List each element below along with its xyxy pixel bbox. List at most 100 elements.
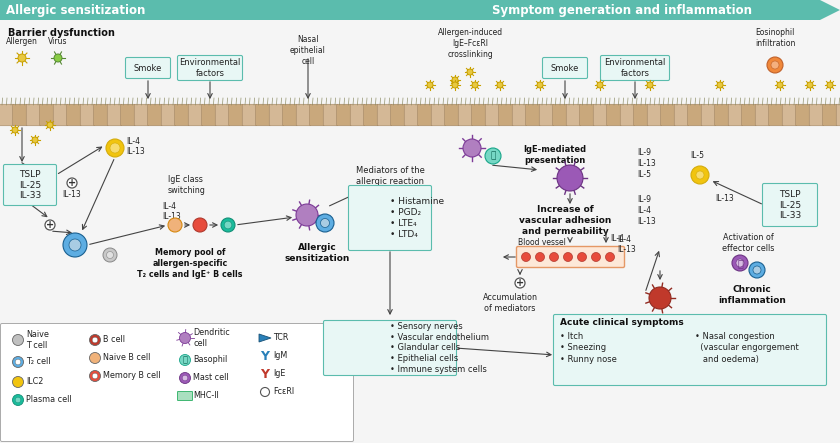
FancyBboxPatch shape <box>391 104 406 126</box>
FancyBboxPatch shape <box>580 104 595 126</box>
Text: • Sensory nerves
• Vascular endothelium
• Glandular cells
• Epithelial cells
• I: • Sensory nerves • Vascular endothelium … <box>390 322 489 374</box>
FancyBboxPatch shape <box>755 104 769 126</box>
Text: T₂ cell: T₂ cell <box>26 358 50 366</box>
FancyBboxPatch shape <box>66 104 81 126</box>
Text: ⓢ: ⓢ <box>491 152 496 160</box>
Circle shape <box>13 395 24 405</box>
FancyBboxPatch shape <box>728 104 743 126</box>
FancyBboxPatch shape <box>606 104 622 126</box>
Text: • Histamine
• PGD₂
• LTE₄
• LTD₄: • Histamine • PGD₂ • LTE₄ • LTD₄ <box>390 198 444 239</box>
Text: Acute clinical symptoms: Acute clinical symptoms <box>560 318 684 327</box>
FancyBboxPatch shape <box>337 104 351 126</box>
FancyBboxPatch shape <box>269 104 284 126</box>
FancyBboxPatch shape <box>633 104 648 126</box>
Circle shape <box>736 259 744 267</box>
Circle shape <box>467 69 473 75</box>
FancyBboxPatch shape <box>553 104 567 126</box>
Text: Allergen-induced
IgE–FcεRI
crosslinking: Allergen-induced IgE–FcεRI crosslinking <box>438 28 502 59</box>
FancyBboxPatch shape <box>526 104 540 126</box>
FancyBboxPatch shape <box>161 104 176 126</box>
Text: ILC2: ILC2 <box>26 377 44 386</box>
Text: IL-4: IL-4 <box>126 137 140 147</box>
Text: MHC-II: MHC-II <box>193 392 218 400</box>
Circle shape <box>221 218 235 232</box>
Text: IL-5: IL-5 <box>690 151 704 159</box>
FancyBboxPatch shape <box>715 104 729 126</box>
Text: +: + <box>68 178 76 188</box>
FancyBboxPatch shape <box>539 104 554 126</box>
Circle shape <box>427 82 433 88</box>
FancyBboxPatch shape <box>323 104 338 126</box>
FancyBboxPatch shape <box>701 104 716 126</box>
FancyBboxPatch shape <box>763 183 817 226</box>
Circle shape <box>67 178 77 188</box>
Circle shape <box>557 165 583 191</box>
Circle shape <box>463 139 481 157</box>
FancyBboxPatch shape <box>121 104 135 126</box>
FancyBboxPatch shape <box>297 104 311 126</box>
FancyBboxPatch shape <box>13 104 27 126</box>
Circle shape <box>106 139 124 157</box>
FancyBboxPatch shape <box>647 104 662 126</box>
Circle shape <box>296 204 318 226</box>
Circle shape <box>180 333 191 343</box>
FancyBboxPatch shape <box>80 104 95 126</box>
FancyBboxPatch shape <box>517 246 624 268</box>
Text: IL-5: IL-5 <box>637 170 651 179</box>
Circle shape <box>107 252 113 259</box>
Circle shape <box>13 377 24 388</box>
Text: TSLP
IL-25
IL-33: TSLP IL-25 IL-33 <box>18 170 41 200</box>
FancyBboxPatch shape <box>554 315 827 385</box>
Text: TSLP
IL-25
IL-33: TSLP IL-25 IL-33 <box>779 190 801 220</box>
Text: Memory B cell: Memory B cell <box>103 372 160 381</box>
Text: Allergen: Allergen <box>6 37 38 46</box>
FancyBboxPatch shape <box>202 104 217 126</box>
Text: Local IgE
production: Local IgE production <box>638 318 683 338</box>
FancyBboxPatch shape <box>3 164 56 206</box>
Text: IL-4: IL-4 <box>610 233 624 242</box>
FancyBboxPatch shape <box>215 104 230 126</box>
Circle shape <box>717 82 723 88</box>
Circle shape <box>472 82 478 88</box>
FancyBboxPatch shape <box>125 58 171 78</box>
Polygon shape <box>418 0 840 20</box>
FancyBboxPatch shape <box>148 104 162 126</box>
Text: Naive B cell: Naive B cell <box>103 354 150 362</box>
FancyBboxPatch shape <box>134 104 149 126</box>
Circle shape <box>522 253 531 261</box>
Text: Basophil: Basophil <box>193 355 228 365</box>
Circle shape <box>321 218 329 228</box>
Circle shape <box>180 373 191 384</box>
Circle shape <box>180 354 191 365</box>
Circle shape <box>63 233 87 257</box>
FancyBboxPatch shape <box>782 104 797 126</box>
Circle shape <box>452 82 458 88</box>
Text: ⓢ: ⓢ <box>182 355 187 365</box>
Circle shape <box>168 218 182 232</box>
FancyBboxPatch shape <box>242 104 257 126</box>
Circle shape <box>732 255 748 271</box>
Text: • Nasal congestion
  (vascular engorgement
   and oedema): • Nasal congestion (vascular engorgement… <box>695 332 799 364</box>
Text: Allergic
sensitization: Allergic sensitization <box>284 243 349 263</box>
FancyBboxPatch shape <box>377 104 391 126</box>
FancyBboxPatch shape <box>486 104 500 126</box>
FancyBboxPatch shape <box>350 104 365 126</box>
FancyBboxPatch shape <box>543 58 587 78</box>
Text: IL-9
IL-4
IL-13: IL-9 IL-4 IL-13 <box>637 195 656 226</box>
Circle shape <box>18 54 26 62</box>
FancyBboxPatch shape <box>458 104 473 126</box>
Circle shape <box>485 148 501 164</box>
Text: Activation of
effector cells: Activation of effector cells <box>722 233 774 253</box>
FancyBboxPatch shape <box>499 104 513 126</box>
Circle shape <box>777 82 783 88</box>
Text: +: + <box>516 278 524 288</box>
Circle shape <box>753 266 761 274</box>
Circle shape <box>13 357 24 368</box>
FancyBboxPatch shape <box>94 104 108 126</box>
Circle shape <box>452 77 458 83</box>
Text: Y: Y <box>260 350 270 362</box>
Text: Mediators of the
allergic reaction: Mediators of the allergic reaction <box>355 166 424 186</box>
Circle shape <box>92 337 97 343</box>
Circle shape <box>90 353 101 364</box>
FancyBboxPatch shape <box>566 104 580 126</box>
